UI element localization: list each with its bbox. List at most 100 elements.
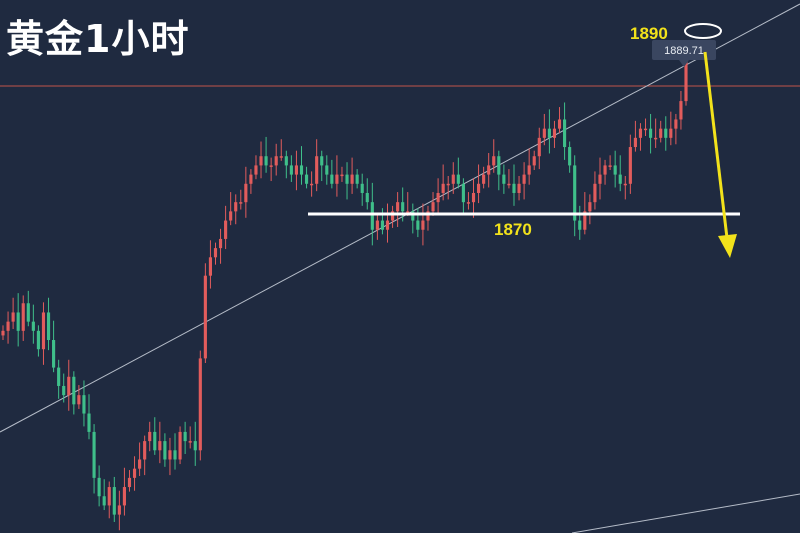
candle — [148, 421, 152, 452]
candle — [183, 421, 187, 454]
candle — [477, 164, 481, 204]
candle — [173, 433, 177, 470]
candle — [482, 166, 486, 189]
candle — [269, 157, 273, 182]
candle — [654, 118, 658, 148]
candle — [638, 123, 643, 151]
candle — [547, 109, 551, 154]
candle — [578, 205, 582, 240]
candle — [674, 113, 678, 145]
candle — [669, 111, 673, 146]
candle — [87, 394, 91, 440]
candle — [446, 175, 450, 200]
candle — [365, 178, 369, 210]
candle — [163, 433, 167, 467]
candle — [188, 426, 192, 449]
candle — [320, 150, 324, 182]
candle — [593, 171, 597, 210]
candle — [57, 359, 61, 399]
candle — [112, 476, 116, 522]
candle — [117, 490, 121, 531]
candle — [411, 203, 415, 234]
candle — [310, 171, 314, 197]
candle — [62, 373, 66, 403]
candle — [628, 134, 632, 194]
candle — [107, 481, 111, 519]
candle — [132, 456, 137, 491]
candle — [264, 136, 268, 173]
candle — [208, 240, 212, 289]
candle — [234, 194, 238, 225]
candle — [436, 178, 440, 216]
candle — [613, 150, 617, 188]
candle — [426, 205, 430, 231]
candle — [335, 155, 339, 197]
candle — [385, 203, 390, 243]
candle — [340, 166, 344, 182]
candle — [461, 178, 465, 216]
candle — [659, 120, 663, 143]
candle — [244, 166, 248, 218]
candle — [168, 437, 172, 476]
candle — [97, 465, 101, 507]
chart-title: 黄金1小时 — [6, 17, 190, 61]
trendline-upper — [0, 3, 800, 433]
candle — [598, 157, 602, 200]
candle — [198, 350, 202, 461]
candle — [679, 90, 683, 130]
candle — [193, 421, 197, 466]
candle — [375, 212, 379, 240]
candle — [517, 175, 521, 201]
candle — [31, 304, 35, 344]
candle — [664, 116, 668, 151]
candle — [6, 311, 10, 344]
candle — [406, 192, 410, 216]
candle — [487, 153, 491, 188]
candle — [289, 155, 293, 182]
candle — [451, 162, 455, 194]
candle — [643, 118, 648, 137]
candle — [390, 205, 395, 228]
candle — [456, 157, 460, 189]
candle — [224, 205, 228, 250]
candle — [102, 479, 106, 511]
candle — [143, 435, 147, 476]
candle — [502, 164, 506, 194]
trendline-lower — [571, 493, 800, 533]
candle — [552, 120, 557, 148]
candle — [52, 320, 56, 373]
candle — [11, 297, 15, 329]
candle — [77, 385, 81, 409]
candle — [274, 143, 278, 176]
price-tag-value: 1889.71 — [664, 45, 704, 57]
candle — [36, 325, 40, 357]
candle — [158, 421, 162, 464]
candle — [633, 120, 637, 152]
candle — [471, 178, 476, 218]
candle — [537, 127, 541, 170]
candle — [138, 442, 142, 477]
resistance-label: 1890 — [630, 24, 668, 43]
candle — [72, 371, 76, 415]
resistance-ellipse — [684, 23, 722, 39]
candle — [360, 173, 364, 206]
candle — [497, 150, 501, 191]
candle — [512, 164, 516, 206]
candle — [532, 150, 536, 171]
candle — [299, 146, 304, 185]
candle — [380, 208, 385, 235]
candle — [330, 159, 334, 189]
price-tag: 1889.71 — [652, 40, 716, 67]
candle — [67, 359, 71, 411]
candle — [213, 242, 218, 265]
candle — [178, 426, 182, 465]
candle — [522, 162, 526, 200]
candle — [441, 164, 445, 201]
candle — [557, 107, 562, 134]
candle — [568, 141, 572, 173]
candle — [618, 155, 622, 192]
candle — [21, 295, 25, 341]
candle — [507, 169, 511, 189]
candle — [527, 148, 531, 185]
